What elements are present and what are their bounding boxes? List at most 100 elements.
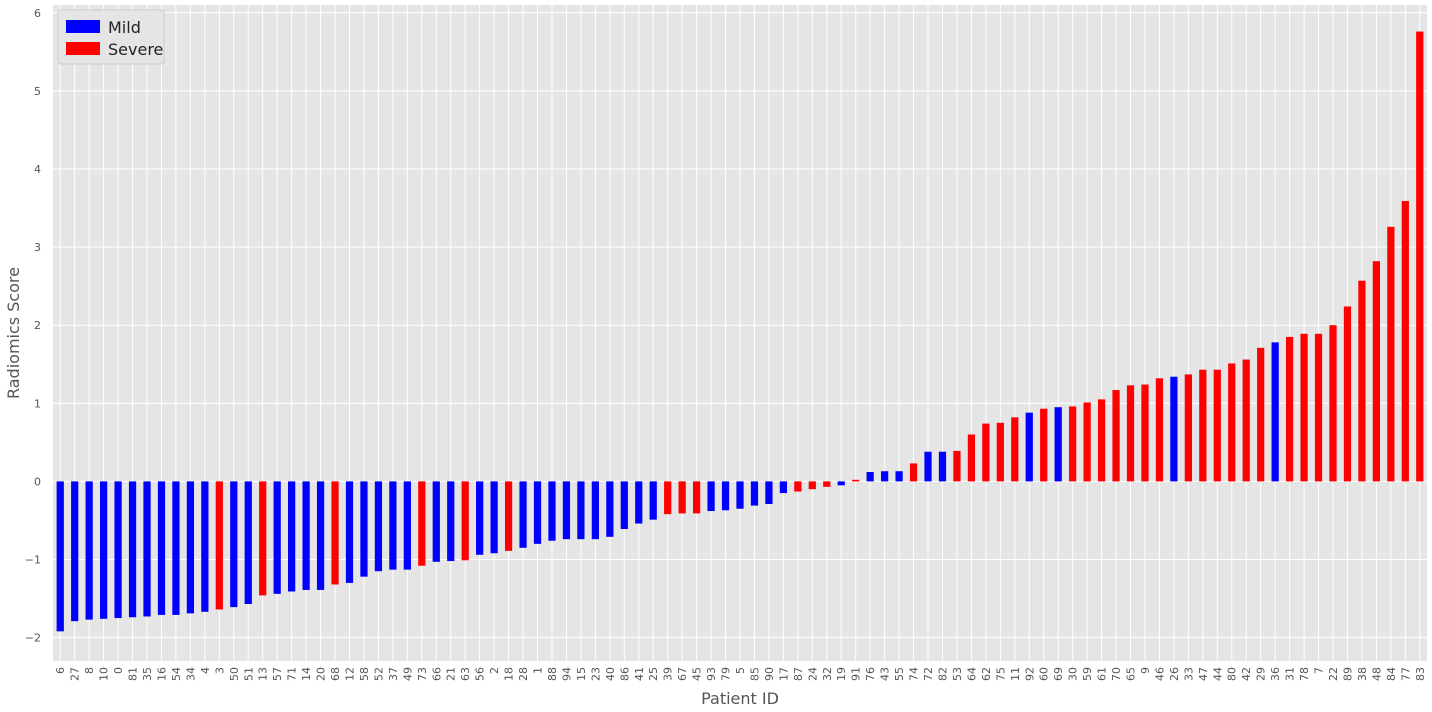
x-tick-label: 28: [517, 667, 530, 681]
x-tick-label: 68: [329, 667, 342, 681]
bar-patient-42: [1242, 359, 1250, 482]
x-tick-label: 0: [112, 667, 125, 674]
x-tick-label: 43: [879, 667, 892, 681]
bar-patient-25: [649, 481, 657, 520]
bar-patient-21: [447, 481, 455, 562]
x-tick-label: 54: [170, 667, 183, 681]
x-tick-label: 20: [315, 667, 328, 681]
bar-patient-34: [186, 481, 195, 614]
bar-patient-43: [881, 471, 889, 482]
x-tick-label: 66: [430, 667, 443, 681]
x-tick-label: 58: [358, 667, 371, 681]
x-tick-label: 63: [459, 667, 472, 681]
x-tick-label: 61: [1096, 667, 1109, 681]
x-tick-label: 27: [69, 667, 82, 681]
x-tick-label: 47: [1197, 667, 1210, 681]
x-tick-label: 77: [1399, 667, 1412, 681]
x-tick-label: 7: [1313, 667, 1326, 674]
bar-patient-55: [895, 471, 903, 482]
x-tick-label: 22: [1327, 667, 1340, 681]
x-tick-label: 25: [647, 667, 660, 681]
bar-patient-38: [1358, 280, 1366, 482]
x-tick-label: 39: [662, 667, 675, 681]
x-tick-label: 1: [532, 667, 545, 674]
x-tick-label: 34: [184, 667, 197, 681]
bar-patient-63: [461, 481, 469, 561]
bar-patient-11: [1011, 417, 1019, 482]
bar-patient-46: [1155, 378, 1164, 482]
bar-patient-81: [128, 481, 137, 618]
bar-patient-64: [967, 434, 976, 482]
legend-label-mild: Mild: [108, 18, 141, 37]
bar-patient-37: [389, 481, 397, 570]
bar-patient-67: [678, 481, 686, 514]
bar-patient-53: [953, 450, 961, 482]
x-tick-label: 92: [1023, 667, 1036, 681]
x-tick-label: 81: [127, 667, 140, 681]
bar-patient-13: [259, 481, 267, 596]
x-tick-label: 90: [763, 667, 776, 681]
x-tick-label: 18: [503, 667, 516, 681]
bar-patient-57: [273, 481, 281, 594]
x-tick-label: 40: [604, 667, 617, 681]
bar-patient-33: [1184, 374, 1192, 482]
y-tick-label: 5: [34, 85, 41, 98]
x-tick-label: 46: [1153, 667, 1166, 681]
x-tick-label: 3: [213, 667, 226, 674]
bar-patient-61: [1097, 399, 1106, 482]
x-tick-label: 64: [965, 667, 978, 681]
bar-patient-39: [664, 481, 672, 515]
x-tick-label: 19: [835, 667, 848, 681]
bar-patient-28: [519, 481, 527, 548]
bar-patient-41: [635, 481, 643, 524]
legend-swatch-mild: [66, 20, 100, 33]
bar-patient-76: [866, 472, 874, 482]
x-tick-label: 56: [474, 667, 487, 681]
bar-patient-78: [1300, 333, 1308, 482]
x-tick-label: 31: [1284, 667, 1297, 681]
bar-patient-88: [548, 481, 556, 541]
x-tick-labels: 6 27 8 10 0 81 35 16 54 34 4 3 50 51 13 57 71 14 20 68 12 58 5…: [54, 667, 1427, 681]
bars: [56, 31, 1424, 632]
x-tick-label: 9: [1139, 667, 1152, 674]
x-tick-label: 71: [286, 667, 299, 681]
x-tick-label: 57: [271, 667, 284, 681]
bar-patient-27: [71, 481, 79, 622]
bar-patient-24: [808, 481, 816, 490]
bar-patient-90: [765, 481, 773, 505]
bar-patient-3: [215, 481, 223, 610]
bar-patient-36: [1271, 342, 1279, 482]
x-tick-label: 76: [864, 667, 877, 681]
x-tick-label: 14: [300, 667, 313, 681]
x-tick-label: 33: [1182, 667, 1195, 681]
bar-patient-9: [1141, 384, 1149, 482]
bar-patient-86: [620, 481, 628, 530]
bar-patient-92: [1025, 412, 1033, 482]
x-tick-label: 89: [1341, 667, 1354, 681]
x-tick-label: 75: [994, 667, 1007, 681]
legend-swatch-severe: [66, 42, 100, 55]
x-tick-label: 49: [401, 667, 414, 681]
bar-patient-56: [476, 481, 484, 555]
x-tick-label: 8: [83, 667, 96, 674]
bar-patient-23: [591, 481, 599, 540]
bar-patient-26: [1170, 376, 1178, 482]
bar-patient-68: [331, 481, 339, 585]
x-tick-label: 37: [387, 667, 400, 681]
x-tick-label: 55: [893, 667, 906, 681]
bar-patient-69: [1054, 407, 1062, 482]
x-tick-label: 36: [1269, 667, 1282, 681]
bar-patient-17: [779, 481, 788, 494]
x-tick-label: 59: [1081, 667, 1094, 681]
x-tick-label: 42: [1240, 667, 1253, 681]
x-tick-label: 53: [951, 667, 964, 681]
x-tick-label: 26: [1168, 667, 1181, 681]
bar-patient-35: [143, 481, 151, 617]
bar-patient-59: [1083, 402, 1091, 482]
x-tick-label: 32: [821, 667, 834, 681]
bar-patient-0: [114, 481, 122, 619]
bar-patient-74: [909, 463, 918, 482]
bar-patient-66: [432, 481, 440, 562]
bar-patient-22: [1329, 325, 1337, 482]
x-tick-label: 78: [1298, 667, 1311, 681]
